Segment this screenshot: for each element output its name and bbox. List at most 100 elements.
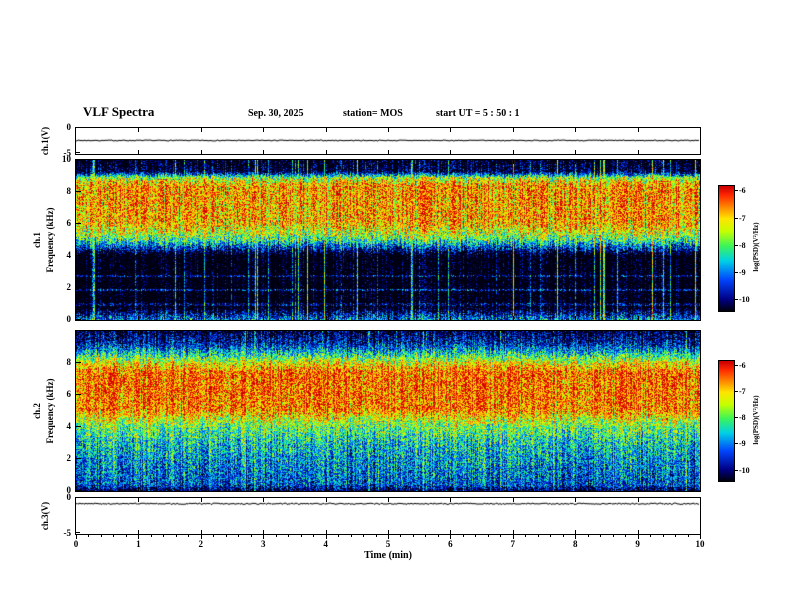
x-minor-tick-mark: [562, 535, 564, 537]
minute-tick-mark: [450, 150, 452, 154]
x-tick-label: 4: [323, 539, 328, 549]
minute-tick-mark: [263, 316, 265, 320]
x-minor-tick-mark: [500, 535, 502, 537]
freq-tick-label: 4: [66, 250, 72, 260]
colorbar-tick-label: -6: [739, 361, 746, 371]
minute-tick-mark: [637, 487, 639, 491]
x-minor-tick-mark: [425, 535, 427, 537]
minute-tick-mark: [637, 160, 639, 164]
minute-tick-mark: [575, 128, 577, 132]
colorbar-tick-mark: [735, 391, 738, 393]
x-tick-label: 1: [136, 539, 141, 549]
volt-tick-mark: [76, 532, 80, 533]
x-minor-tick-mark: [662, 535, 664, 537]
x-minor-tick-mark: [225, 535, 227, 537]
x-tick-label: 7: [510, 539, 516, 549]
minute-tick-mark: [637, 530, 639, 534]
freq-tick-mark: [76, 362, 81, 363]
minute-tick-mark: [388, 530, 389, 534]
x-minor-tick-mark: [163, 535, 165, 537]
figure-title: VLF Spectra: [83, 104, 155, 119]
x-major-tick-mark: [700, 535, 701, 539]
x-major-tick-mark: [76, 535, 77, 539]
minute-tick-mark: [325, 160, 327, 164]
freq-tick-label: 8: [66, 186, 72, 196]
minute-tick-mark: [637, 316, 639, 320]
volt-tick-mark: [76, 497, 80, 498]
x-minor-tick-mark: [475, 535, 477, 537]
x-major-tick-mark: [325, 535, 327, 539]
minute-tick-mark: [138, 160, 140, 164]
freq-tick-mark: [76, 490, 81, 491]
x-minor-tick-mark: [250, 535, 252, 537]
colorbar-tick-mark: [735, 443, 738, 445]
colorbar-tick-label: -10: [739, 465, 750, 475]
minute-tick-mark: [200, 498, 202, 502]
station-label: station= MOS: [343, 108, 403, 119]
freq-tick-mark: [76, 223, 81, 224]
minute-tick-mark: [263, 128, 265, 132]
minute-tick-mark: [512, 498, 514, 502]
freq-tick-mark: [76, 394, 81, 395]
minute-tick-mark: [637, 498, 639, 502]
x-tick-label: 0: [73, 539, 79, 549]
x-major-tick-mark: [388, 535, 389, 539]
x-minor-tick-mark: [275, 535, 277, 537]
minute-tick-mark: [575, 498, 577, 502]
x-tick-label: 9: [635, 539, 640, 549]
ch2-spectrogram-panel: [75, 330, 701, 492]
minute-tick-mark: [263, 530, 265, 534]
minute-tick-mark: [450, 487, 452, 491]
minute-tick-mark: [200, 160, 202, 164]
colorbar-tick-mark: [735, 190, 738, 192]
colorbar-tick-label: -7: [739, 387, 746, 397]
minute-tick-mark: [512, 530, 514, 534]
x-minor-tick-mark: [100, 535, 102, 537]
x-minor-tick-mark: [238, 535, 240, 537]
x-major-tick-mark: [575, 535, 577, 539]
volt-tick-label: -5: [63, 528, 72, 538]
minute-tick-mark: [200, 316, 202, 320]
x-major-tick-mark: [263, 535, 265, 539]
ch2-colorbar: [718, 360, 735, 482]
x-tick-label: 3: [260, 539, 266, 549]
start-ut-label: start UT = 5 : 50 : 1: [436, 108, 520, 119]
minute-tick-mark: [263, 498, 265, 502]
minute-tick-mark: [637, 331, 639, 335]
volt-tick-label: 0: [66, 122, 72, 132]
minute-tick-mark: [263, 150, 265, 154]
freq-tick-label: 8: [66, 357, 72, 367]
colorbar-tick-label: -7: [739, 213, 746, 223]
minute-tick-mark: [450, 530, 452, 534]
colorbar-tick-label: -9: [739, 439, 746, 449]
x-tick-label: 5: [385, 539, 391, 549]
volt-tick-label: 0: [66, 492, 72, 502]
x-minor-tick-mark: [462, 535, 464, 537]
x-minor-tick-mark: [625, 535, 627, 537]
minute-tick-mark: [325, 487, 327, 491]
minute-tick-mark: [450, 498, 452, 502]
minute-tick-mark: [325, 331, 327, 335]
colorbar-tick-label: -8: [739, 413, 746, 423]
minute-tick-mark: [388, 160, 389, 164]
ch1-spectrogram-canvas: [76, 160, 700, 320]
minute-tick-mark: [575, 530, 577, 534]
x-minor-tick-mark: [188, 535, 190, 537]
volt-tick-mark: [76, 127, 80, 128]
x-minor-tick-mark: [650, 535, 652, 537]
x-minor-tick-mark: [88, 535, 90, 537]
ch1-voltage-axis-label: ch.1(V): [40, 126, 50, 156]
minute-tick-mark: [138, 316, 140, 320]
freq-tick-label: 2: [66, 282, 72, 292]
freq-tick-label: 10: [62, 154, 71, 164]
minute-tick-mark: [263, 160, 265, 164]
freq-tick-mark: [76, 159, 81, 160]
minute-tick-mark: [138, 128, 140, 132]
ch3-voltage-panel: [75, 497, 701, 535]
x-major-tick-mark: [637, 535, 639, 539]
x-minor-tick-mark: [600, 535, 602, 537]
minute-tick-mark: [138, 530, 140, 534]
volt-tick-label: -5: [63, 148, 72, 158]
minute-tick-mark: [325, 498, 327, 502]
x-minor-tick-mark: [537, 535, 539, 537]
